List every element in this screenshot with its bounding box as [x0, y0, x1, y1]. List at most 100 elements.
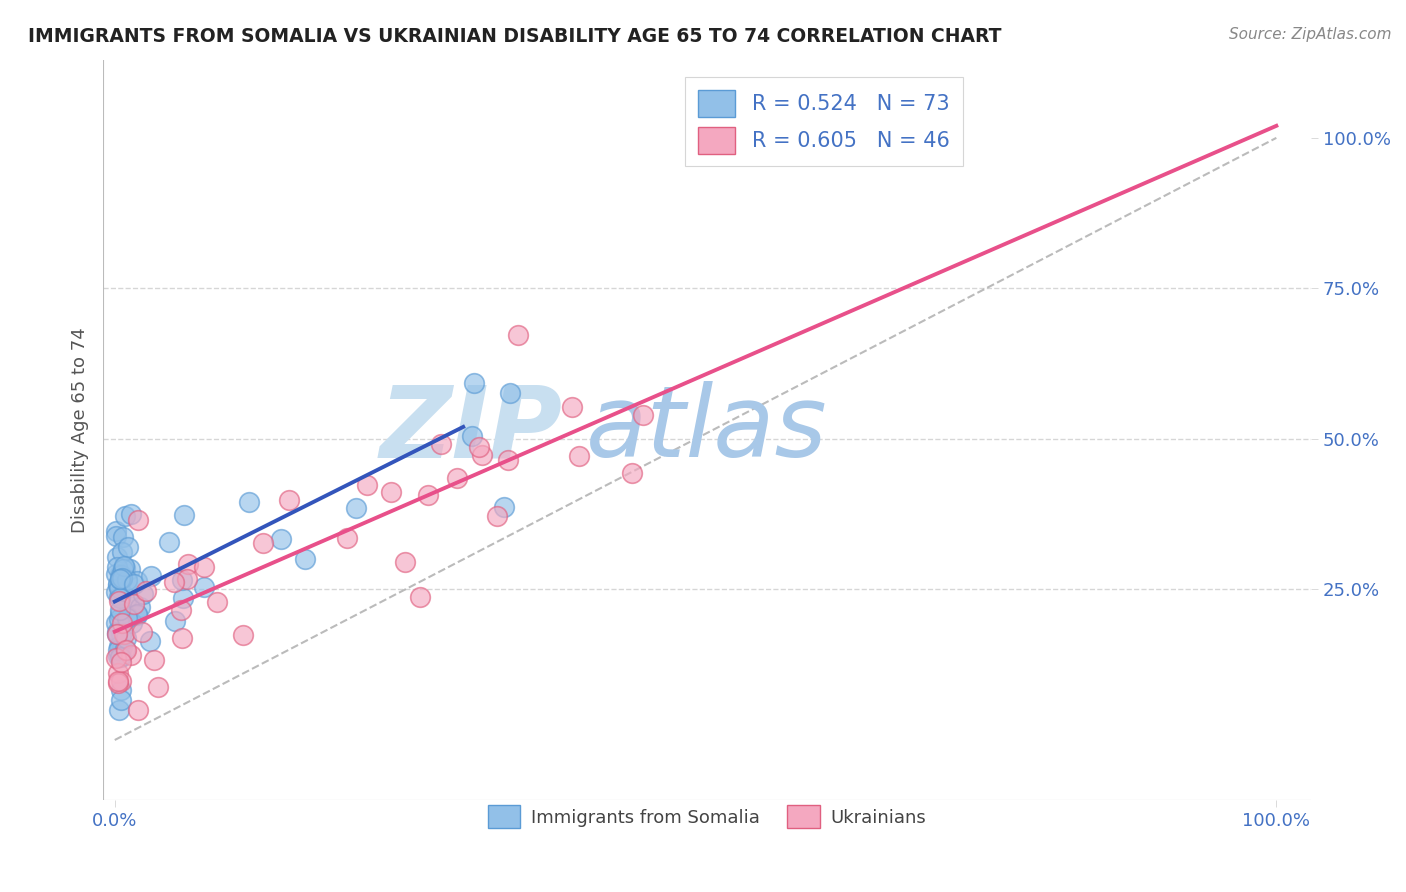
- Point: [117, 540, 139, 554]
- Point: [278, 492, 301, 507]
- Point: [110, 674, 132, 689]
- Point: [108, 703, 131, 717]
- Point: [107, 665, 129, 680]
- Text: atlas: atlas: [586, 382, 828, 478]
- Point: [409, 590, 432, 604]
- Point: [107, 643, 129, 657]
- Point: [105, 627, 128, 641]
- Point: [105, 560, 128, 574]
- Point: [139, 634, 162, 648]
- Point: [110, 655, 132, 669]
- Point: [344, 500, 367, 515]
- Point: [176, 572, 198, 586]
- Point: [460, 428, 482, 442]
- Point: [104, 567, 127, 582]
- Point: [238, 495, 260, 509]
- Point: [131, 624, 153, 639]
- Point: [336, 532, 359, 546]
- Point: [108, 581, 131, 595]
- Point: [104, 529, 127, 543]
- Point: [112, 530, 135, 544]
- Point: [157, 534, 180, 549]
- Point: [107, 577, 129, 591]
- Point: [110, 572, 132, 586]
- Point: [108, 594, 131, 608]
- Legend: Immigrants from Somalia, Ukrainians: Immigrants from Somalia, Ukrainians: [481, 798, 934, 836]
- Point: [499, 385, 522, 400]
- Point: [115, 631, 138, 645]
- Point: [568, 449, 591, 463]
- Point: [193, 580, 215, 594]
- Point: [118, 599, 141, 614]
- Point: [252, 536, 274, 550]
- Point: [108, 590, 131, 604]
- Point: [125, 607, 148, 621]
- Point: [125, 608, 148, 623]
- Point: [111, 640, 134, 654]
- Point: [127, 703, 149, 717]
- Point: [468, 440, 491, 454]
- Point: [380, 484, 402, 499]
- Point: [112, 627, 135, 641]
- Point: [108, 640, 131, 654]
- Point: [121, 615, 143, 630]
- Point: [446, 471, 468, 485]
- Point: [173, 508, 195, 522]
- Point: [193, 560, 215, 574]
- Point: [107, 612, 129, 626]
- Point: [205, 595, 228, 609]
- Point: [111, 544, 134, 558]
- Point: [115, 591, 138, 606]
- Point: [107, 648, 129, 663]
- Text: Source: ZipAtlas.com: Source: ZipAtlas.com: [1229, 27, 1392, 42]
- Point: [108, 572, 131, 586]
- Point: [561, 400, 583, 414]
- Point: [110, 693, 132, 707]
- Point: [146, 680, 169, 694]
- Point: [120, 507, 142, 521]
- Point: [110, 628, 132, 642]
- Point: [506, 327, 529, 342]
- Point: [114, 561, 136, 575]
- Point: [105, 585, 128, 599]
- Point: [104, 615, 127, 630]
- Point: [122, 577, 145, 591]
- Point: [108, 649, 131, 664]
- Point: [177, 557, 200, 571]
- Point: [620, 466, 643, 480]
- Point: [115, 642, 138, 657]
- Point: [107, 578, 129, 592]
- Point: [463, 376, 485, 390]
- Point: [105, 626, 128, 640]
- Point: [127, 513, 149, 527]
- Point: [107, 673, 129, 688]
- Point: [122, 597, 145, 611]
- Text: IMMIGRANTS FROM SOMALIA VS UKRAINIAN DISABILITY AGE 65 TO 74 CORRELATION CHART: IMMIGRANTS FROM SOMALIA VS UKRAINIAN DIS…: [28, 27, 1001, 45]
- Point: [471, 448, 494, 462]
- Point: [131, 587, 153, 601]
- Point: [631, 408, 654, 422]
- Point: [118, 561, 141, 575]
- Point: [172, 591, 194, 605]
- Text: ZIP: ZIP: [380, 382, 562, 478]
- Point: [108, 603, 131, 617]
- Point: [115, 574, 138, 588]
- Point: [496, 453, 519, 467]
- Point: [170, 631, 193, 645]
- Point: [110, 683, 132, 698]
- Point: [163, 614, 186, 628]
- Point: [494, 500, 516, 515]
- Point: [294, 552, 316, 566]
- Point: [105, 549, 128, 564]
- Point: [114, 509, 136, 524]
- Point: [111, 572, 134, 586]
- Point: [117, 611, 139, 625]
- Point: [169, 602, 191, 616]
- Point: [110, 568, 132, 582]
- Point: [394, 555, 416, 569]
- Point: [270, 532, 292, 546]
- Point: [112, 558, 135, 573]
- Point: [135, 584, 157, 599]
- Point: [108, 591, 131, 605]
- Point: [111, 562, 134, 576]
